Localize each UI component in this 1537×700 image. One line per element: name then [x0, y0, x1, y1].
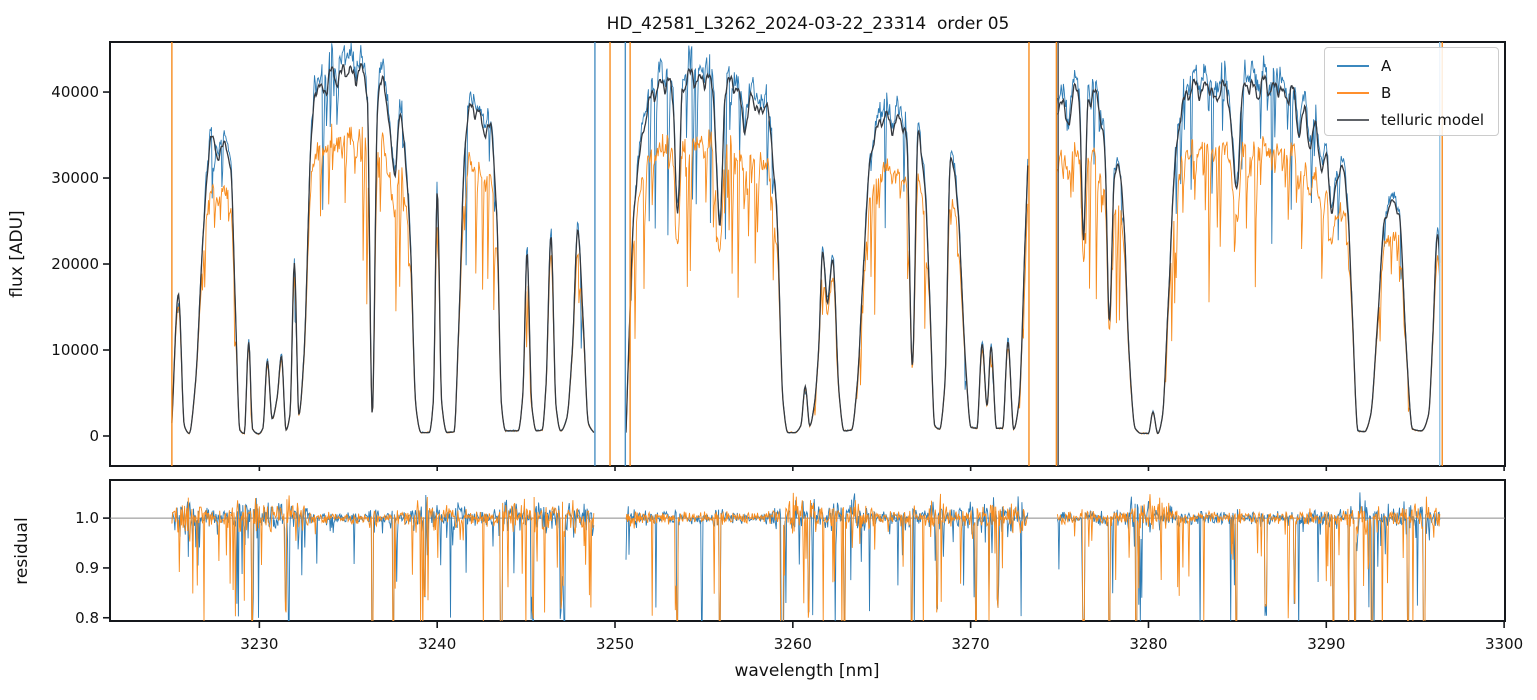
- legend-box: [1324, 47, 1499, 136]
- residual-y-tick-label: 0.9: [75, 559, 99, 577]
- x-tick-label: 3280: [1129, 635, 1167, 653]
- x-tick-label: 3250: [596, 635, 634, 653]
- residual-A-segment-0: [171, 494, 595, 621]
- flux-y-tick-label: 30000: [51, 169, 99, 187]
- flux-y-tick-label: 0: [89, 427, 99, 445]
- flux-y-tick-label: 20000: [51, 255, 99, 273]
- residual-axis-label: residual: [12, 517, 32, 584]
- x-tick-label: 3300: [1485, 635, 1523, 653]
- series-B-segment-1: [625, 129, 1029, 434]
- series-telluric-model-segment-2: [1056, 74, 1441, 435]
- residual-panel-frame: [109, 479, 1506, 622]
- x-axis-label: wavelength [nm]: [734, 661, 879, 681]
- x-tick-label: 3290: [1307, 635, 1345, 653]
- legend-label-telluric-model: telluric model: [1381, 111, 1484, 129]
- flux-panel-frame: [109, 41, 1506, 467]
- plot-layer: 0 10000 20000 30000 40000 1.0 0.9 0.8 3230 3240 32…: [51, 41, 1523, 653]
- residual-y-tick-label: 0.8: [75, 609, 99, 627]
- residual-B-segment-1: [625, 492, 1029, 621]
- series-telluric-model-segment-1: [625, 67, 1029, 434]
- x-tick-label: 3230: [240, 635, 278, 653]
- x-tick-label: 3270: [952, 635, 990, 653]
- residual-B-segment-2: [1056, 494, 1441, 621]
- residual-y-tick-label: 1.0: [75, 509, 99, 527]
- flux-y-tick-label: 10000: [51, 341, 99, 359]
- legend-label-B: B: [1381, 84, 1391, 102]
- x-tick-label: 3260: [774, 635, 812, 653]
- series-telluric-model-segment-0: [171, 63, 595, 435]
- residual-B-segment-0: [171, 495, 595, 621]
- series-A-segment-1: [625, 45, 1029, 434]
- flux-axis-label: flux [ADU]: [7, 210, 27, 297]
- legend-label-A: A: [1381, 57, 1392, 75]
- x-tick-label: 3240: [418, 635, 456, 653]
- plot-title: HD_42581_L3262_2024-03-22_23314 order 05: [607, 14, 1010, 34]
- flux-y-tick-label: 40000: [51, 83, 99, 101]
- legend: A B telluric model: [1324, 47, 1499, 136]
